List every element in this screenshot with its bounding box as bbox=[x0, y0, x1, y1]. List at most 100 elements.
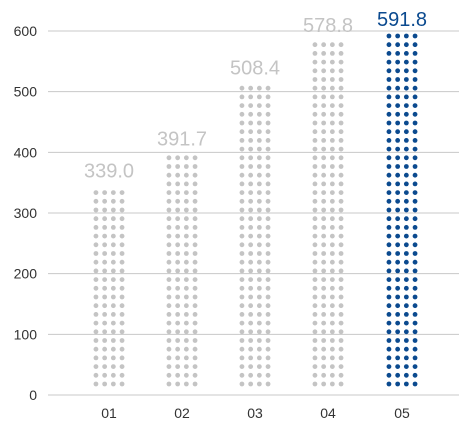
bar-dot bbox=[312, 381, 318, 387]
bar-dot bbox=[175, 320, 181, 326]
bar-dot bbox=[321, 225, 327, 230]
bar-dot bbox=[329, 85, 335, 91]
bar-dot bbox=[386, 285, 392, 291]
bar-dot bbox=[166, 346, 172, 352]
bar-dot bbox=[166, 216, 172, 222]
bar-dot bbox=[321, 146, 327, 152]
bar-dot bbox=[265, 172, 271, 178]
bar-dot bbox=[386, 138, 392, 143]
bar-dot bbox=[239, 190, 245, 196]
bar-dot bbox=[338, 59, 344, 65]
bar-dot bbox=[248, 355, 254, 361]
bar-dot bbox=[412, 68, 418, 74]
bar-dot bbox=[192, 164, 198, 169]
bar-dot bbox=[329, 42, 335, 48]
bar-dot bbox=[403, 320, 409, 326]
bar-dot bbox=[183, 338, 189, 343]
bar-dot bbox=[403, 172, 409, 178]
bar-dot bbox=[338, 94, 344, 100]
bar-dot bbox=[192, 364, 198, 369]
value-labels: 339.0 391.7 508.4 578.8 591.8 bbox=[84, 9, 427, 182]
bar-dot bbox=[248, 94, 254, 100]
bar-dot bbox=[166, 312, 172, 317]
bar-dot bbox=[265, 111, 271, 117]
bar-dot bbox=[256, 94, 262, 100]
bar-dot bbox=[256, 303, 262, 309]
bar-dot bbox=[329, 285, 335, 291]
bar-dot bbox=[329, 277, 335, 282]
bar-dot bbox=[93, 320, 99, 326]
bar-03 bbox=[239, 85, 271, 387]
bar-dot bbox=[321, 120, 327, 126]
bar-dot bbox=[321, 103, 327, 108]
bar-dot bbox=[403, 277, 409, 282]
bar-dot bbox=[192, 268, 198, 274]
bar-dot bbox=[119, 329, 125, 335]
bar-dot bbox=[175, 164, 181, 169]
bar-dot bbox=[102, 277, 108, 282]
y-tick-label: 600 bbox=[14, 23, 38, 39]
value-label: 391.7 bbox=[157, 128, 207, 150]
bar-dot bbox=[321, 259, 327, 265]
bar-dot bbox=[175, 181, 181, 187]
bar-dot bbox=[102, 198, 108, 204]
value-label: 339.0 bbox=[84, 160, 134, 182]
bar-dot bbox=[102, 329, 108, 335]
bar-dot bbox=[265, 181, 271, 187]
bar-dot bbox=[321, 172, 327, 178]
bar-dot bbox=[386, 303, 392, 309]
bar-dot bbox=[119, 303, 125, 309]
bar-dot bbox=[312, 111, 318, 117]
bar-dot bbox=[412, 364, 418, 369]
bar-04 bbox=[312, 42, 344, 387]
bar-dot bbox=[412, 51, 418, 56]
bar-dot bbox=[256, 329, 262, 335]
bar-dot bbox=[312, 320, 318, 326]
bar-dot bbox=[256, 251, 262, 256]
bar-dot bbox=[338, 294, 344, 300]
bar-dot bbox=[265, 277, 271, 282]
bar-dot bbox=[265, 372, 271, 378]
bar-dot bbox=[102, 251, 108, 256]
bar-dot bbox=[192, 285, 198, 291]
bar-dot bbox=[102, 364, 108, 369]
bar-dot bbox=[321, 77, 327, 82]
bar-dot bbox=[338, 164, 344, 169]
bar-dot bbox=[403, 33, 409, 39]
bar-dot bbox=[110, 285, 116, 291]
bar-dot bbox=[110, 364, 116, 369]
bar-dot bbox=[338, 346, 344, 352]
bar-dot bbox=[395, 216, 401, 222]
bar-dot bbox=[192, 181, 198, 187]
bar-dot bbox=[183, 225, 189, 230]
bar-dot bbox=[102, 225, 108, 230]
bar-dot bbox=[386, 242, 392, 248]
bar-dot bbox=[239, 225, 245, 230]
bar-dot bbox=[93, 338, 99, 343]
bar-dot bbox=[312, 129, 318, 135]
bar-dot bbox=[110, 207, 116, 213]
bar-dot bbox=[338, 181, 344, 187]
bar-dot bbox=[175, 207, 181, 213]
bar-dot bbox=[386, 277, 392, 282]
bar-dot bbox=[403, 225, 409, 230]
bar-dot bbox=[192, 277, 198, 282]
bar-dot bbox=[248, 216, 254, 222]
bar-dot bbox=[386, 94, 392, 100]
bar-dot bbox=[329, 225, 335, 230]
bar-dot bbox=[183, 285, 189, 291]
bar-dot bbox=[166, 364, 172, 369]
bar-dot bbox=[312, 338, 318, 343]
bar-dot bbox=[321, 198, 327, 204]
bar-dot bbox=[166, 198, 172, 204]
bar-dot bbox=[102, 216, 108, 222]
bar-dot bbox=[329, 346, 335, 352]
bar-dot bbox=[256, 164, 262, 169]
bar-dot bbox=[386, 111, 392, 117]
bar-dot bbox=[412, 294, 418, 300]
bar-dot bbox=[166, 181, 172, 187]
bar-dot bbox=[102, 233, 108, 239]
bar-dot bbox=[403, 233, 409, 239]
bar-dot bbox=[166, 268, 172, 274]
bar-dot bbox=[192, 312, 198, 317]
